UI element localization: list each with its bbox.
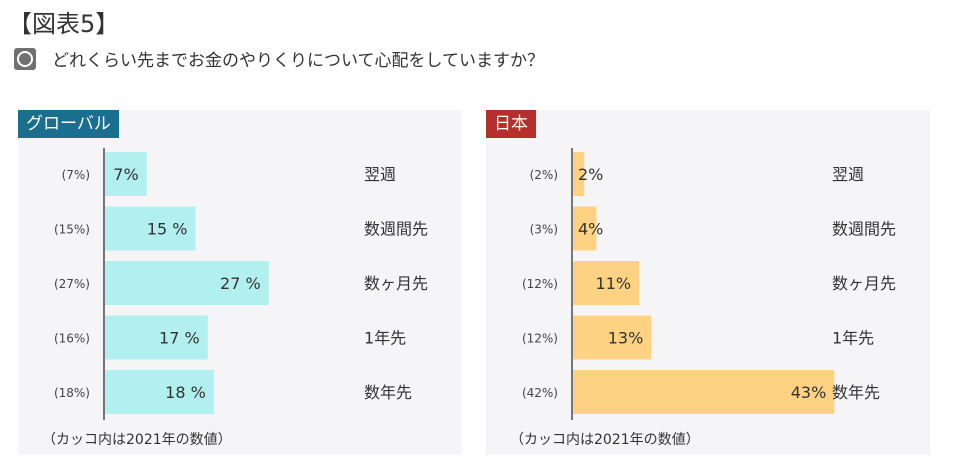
- japan-chart-panel: 日本 2% (2%) 翌週 4% (3%) 数週間先 11% (12%) 数ヶ月先 13% (12%…: [486, 110, 930, 455]
- global-category-label: 数年先: [364, 383, 412, 402]
- japan-prior-label: (12%): [522, 332, 558, 346]
- japan-note: （カッコ内は2021年の数値）: [510, 432, 700, 448]
- japan-prior-label: (2%): [530, 168, 558, 182]
- japan-category-label: 1年先: [832, 329, 874, 348]
- global-bar: [104, 370, 214, 414]
- global-bar: [104, 261, 269, 305]
- global-category-label: 翌週: [364, 165, 396, 184]
- global-bar: [104, 206, 196, 251]
- question: どれくらい先までお金のやりくりについて心配をしていますか？: [14, 46, 544, 71]
- global-value-label: 7%: [113, 165, 138, 184]
- japan-category-label: 数ヶ月先: [832, 274, 896, 293]
- global-category-label: 数週間先: [364, 220, 428, 239]
- global-prior-label: (16%): [54, 332, 90, 346]
- global-prior-label: (7%): [62, 168, 90, 182]
- japan-prior-label: (12%): [522, 277, 558, 291]
- japan-bar-chart: 2% (2%) 翌週 4% (3%) 数週間先 11% (12%) 数ヶ月先 13% (12%) 1年…: [522, 148, 896, 420]
- japan-bar: [572, 152, 585, 196]
- japan-panel-title: 日本: [486, 110, 536, 138]
- japan-prior-label: (3%): [530, 223, 558, 237]
- japan-bar: [572, 261, 640, 305]
- global-bar: [104, 152, 147, 196]
- japan-prior-label: (42%): [522, 386, 558, 400]
- figure-title: 【図表5】: [8, 10, 120, 38]
- japan-bar: [572, 315, 652, 360]
- global-value-label: 15 %: [147, 220, 188, 239]
- global-chart-panel: グローバル 7% (7%) 翌週 15 % (15%) 数週間先 27 % (27%) 数ヶ月先…: [18, 110, 462, 455]
- global-prior-label: (15%): [54, 223, 90, 237]
- japan-category-label: 数週間先: [832, 220, 896, 239]
- global-category-label: 数ヶ月先: [364, 274, 428, 293]
- japan-bar: [572, 370, 835, 414]
- japan-value-label: 11%: [596, 274, 632, 293]
- japan-category-label: 翌週: [832, 165, 864, 184]
- question-icon: [14, 47, 36, 70]
- japan-value-label: 2%: [578, 165, 603, 184]
- global-prior-label: (18%): [54, 386, 90, 400]
- global-note: （カッコ内は2021年の数値）: [42, 432, 232, 448]
- global-bar: [104, 315, 208, 360]
- global-panel-title: グローバル: [18, 110, 119, 138]
- japan-value-label: 4%: [578, 220, 603, 239]
- global-value-label: 17 %: [159, 329, 200, 348]
- japan-category-label: 数年先: [832, 383, 880, 402]
- global-value-label: 18 %: [165, 383, 206, 402]
- japan-value-label: 43%: [791, 383, 827, 402]
- global-value-label: 27 %: [220, 274, 261, 293]
- global-bar-chart: 7% (7%) 翌週 15 % (15%) 数週間先 27 % (27%) 数ヶ月先 17 % (1…: [54, 148, 428, 420]
- question-text: どれくらい先までお金のやりくりについて心配をしていますか？: [52, 51, 544, 71]
- japan-value-label: 13%: [608, 329, 644, 348]
- global-category-label: 1年先: [364, 329, 406, 348]
- global-prior-label: (27%): [54, 277, 90, 291]
- japan-bar: [572, 206, 597, 251]
